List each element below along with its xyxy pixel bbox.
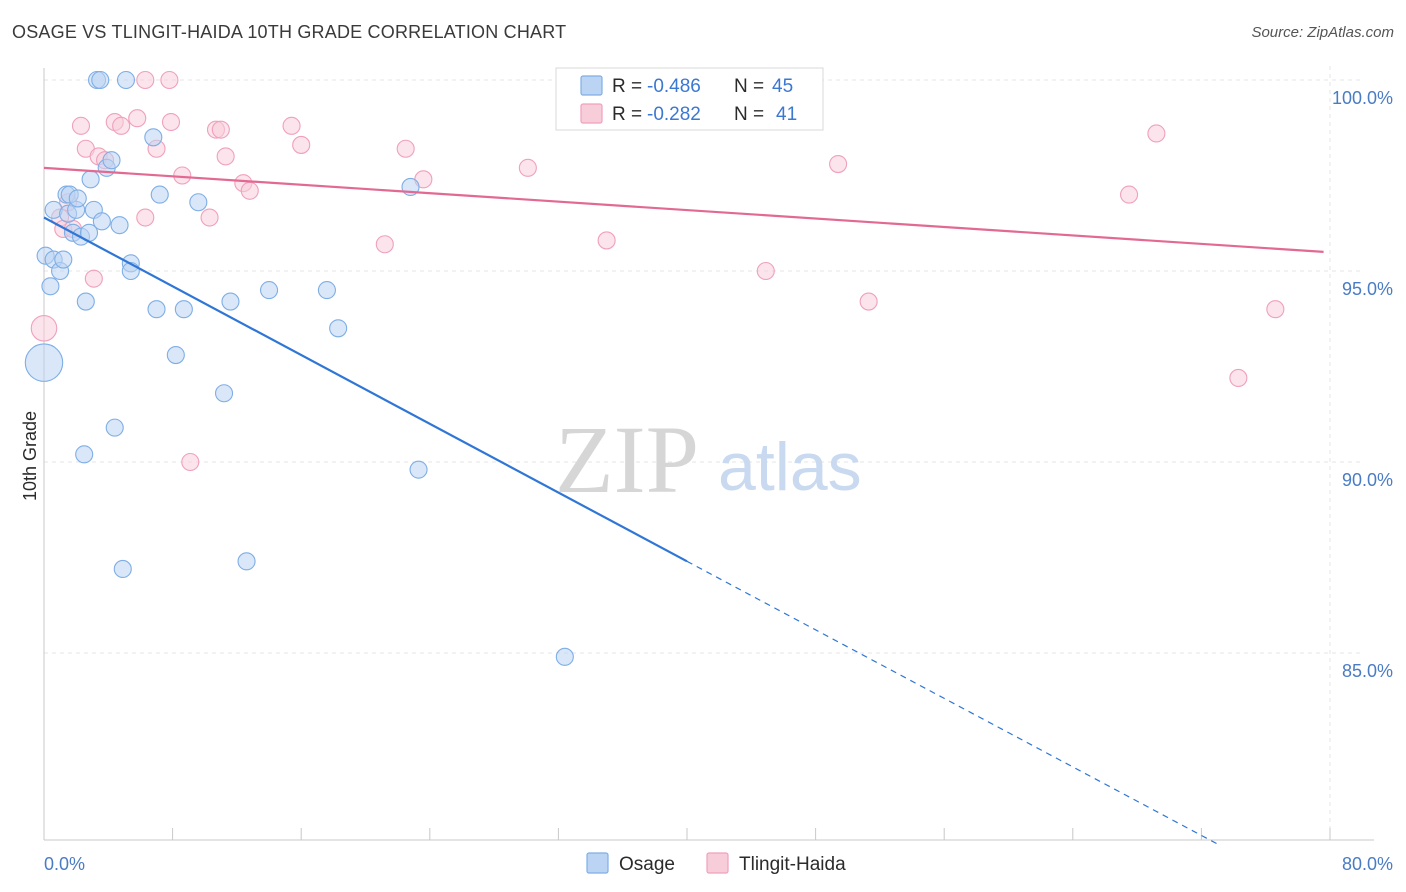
tlingit-haida-point — [128, 109, 147, 128]
osage-point — [54, 250, 73, 269]
tlingit-haida-point — [216, 147, 235, 166]
tlingit-haida-point — [181, 452, 200, 472]
osage-point — [317, 281, 336, 300]
osage-point — [150, 185, 169, 204]
osage-point — [329, 319, 348, 338]
osage-point — [409, 460, 428, 479]
tlingit-haida-point — [84, 269, 103, 288]
osage-point — [102, 151, 121, 170]
osage-point — [221, 292, 240, 311]
x-tick-label: 80.0% — [1342, 854, 1393, 874]
legend-top-r-value-tlingit-haida: -0.282 — [647, 104, 701, 125]
data-points — [24, 70, 1285, 666]
watermark-atlas: atlas — [718, 429, 862, 505]
osage-point — [259, 281, 279, 300]
osage-point — [189, 193, 208, 212]
tlingit-haida-point — [240, 181, 259, 200]
tlingit-haida-point — [71, 116, 91, 135]
tlingit-haida-point — [200, 208, 219, 227]
y-tick-labels: 100.0% 95.0% 90.0% 85.0% — [1332, 88, 1393, 681]
tlingit-haida-point — [597, 231, 616, 250]
legend-top-n-value-osage: 45 — [772, 76, 793, 97]
tlingit-haida-point — [375, 235, 394, 254]
y-tick-label: 100.0% — [1332, 88, 1393, 108]
osage-point — [144, 128, 163, 147]
legend-bottom-swatch-osage — [586, 852, 609, 874]
osage-point — [91, 70, 110, 90]
tlingit-haida-point — [518, 158, 537, 177]
osage-point — [68, 189, 87, 208]
tlingit-haida-point — [30, 314, 58, 342]
osage-point — [555, 647, 574, 666]
osage-point — [237, 552, 256, 571]
tlingit-haida-point — [292, 135, 311, 154]
legend-top-swatch-osage — [580, 75, 603, 96]
x-tick-label: 0.0% — [44, 854, 85, 874]
source-credit: Source: ZipAtlas.com — [1251, 24, 1394, 41]
osage-point — [116, 70, 136, 90]
osage-point — [41, 277, 60, 296]
osage-point — [113, 559, 132, 579]
legend-top-n-value-tlingit-haida: 41 — [776, 104, 797, 125]
legend-top-r-label-osage: R = — [612, 76, 642, 97]
y-tick-label: 85.0% — [1342, 661, 1393, 681]
watermark: ZIP atlas — [555, 406, 862, 513]
tlingit-haida-point — [282, 116, 301, 135]
osage-trend-extension — [686, 560, 1218, 845]
tlingit-haida-point — [859, 292, 878, 311]
chart-title: OSAGE VS TLINGIT-HAIDA 10TH GRADE CORREL… — [12, 22, 567, 42]
tlingit-haida-point — [1229, 368, 1248, 388]
osage-point — [166, 345, 185, 365]
tlingit-haida-point — [756, 261, 775, 281]
x-tick-labels: 0.0% 80.0% — [44, 854, 1393, 874]
y-axis-label: 10th Grade — [20, 411, 40, 501]
tlingit-haida-trend-line — [43, 166, 1324, 253]
legend-bottom-label-osage: Osage — [619, 854, 675, 875]
y-tick-label: 95.0% — [1342, 279, 1393, 299]
tlingit-haida-point — [829, 154, 848, 174]
trend-lines — [43, 166, 1324, 845]
y-tick-label: 90.0% — [1342, 470, 1393, 490]
legend-bottom-swatch-tlingit-haida — [706, 852, 729, 874]
legend-top-n-label-tlingit-haida: N = — [734, 104, 764, 125]
legend-top: R = -0.486 N = 45 R = -0.282 N = 41 — [555, 67, 824, 131]
osage-point — [110, 216, 129, 235]
watermark-zip: ZIP — [555, 406, 699, 513]
tlingit-haida-point — [396, 139, 415, 158]
osage-point — [24, 343, 64, 382]
tlingit-haida-point — [136, 70, 155, 90]
legend-top-r-label-tlingit-haida: R = — [612, 104, 642, 125]
osage-point — [214, 384, 234, 403]
tlingit-haida-point — [211, 120, 230, 139]
osage-point — [75, 445, 94, 464]
osage-point — [105, 418, 124, 437]
osage-trend-line — [43, 216, 688, 563]
osage-point — [92, 212, 111, 231]
legend-top-n-label-osage: N = — [734, 76, 764, 97]
legend-top-r-value-osage: -0.486 — [647, 76, 701, 97]
tlingit-haida-point — [136, 208, 155, 227]
legend-bottom-label-tlingit-haida: Tlingit-Haida — [739, 854, 846, 875]
axes — [43, 68, 1374, 841]
legend-top-swatch-tlingit-haida — [580, 103, 603, 124]
osage-point — [174, 300, 193, 319]
osage-point — [76, 292, 95, 311]
osage-point — [147, 300, 166, 319]
tlingit-haida-point — [112, 116, 131, 135]
tlingit-haida-point — [161, 112, 181, 132]
tlingit-haida-point — [1147, 124, 1166, 143]
tlingit-haida-point — [1120, 185, 1139, 204]
legend-bottom: Osage Tlingit-Haida — [586, 852, 846, 875]
tlingit-haida-point — [1266, 300, 1285, 319]
osage-point — [81, 170, 100, 189]
tlingit-haida-point — [160, 70, 179, 90]
